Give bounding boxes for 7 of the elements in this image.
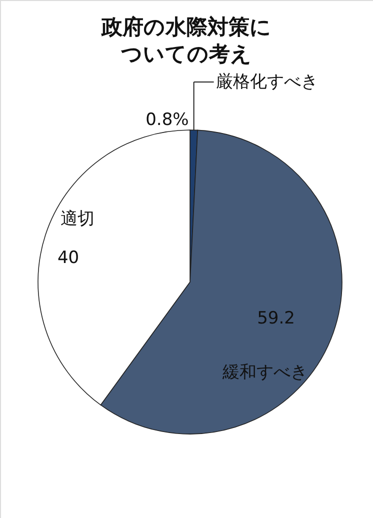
data-label: 0.8% bbox=[146, 110, 189, 130]
slice-label: 適切 bbox=[60, 208, 94, 229]
legend-label: 厳格化すべき bbox=[216, 72, 318, 92]
data-label: 40 bbox=[57, 248, 80, 268]
data-label: 59.2 bbox=[257, 308, 295, 328]
chart-title: 政府の水際対策についての考え bbox=[100, 15, 272, 66]
slice-label: 緩和すべき bbox=[222, 362, 308, 382]
